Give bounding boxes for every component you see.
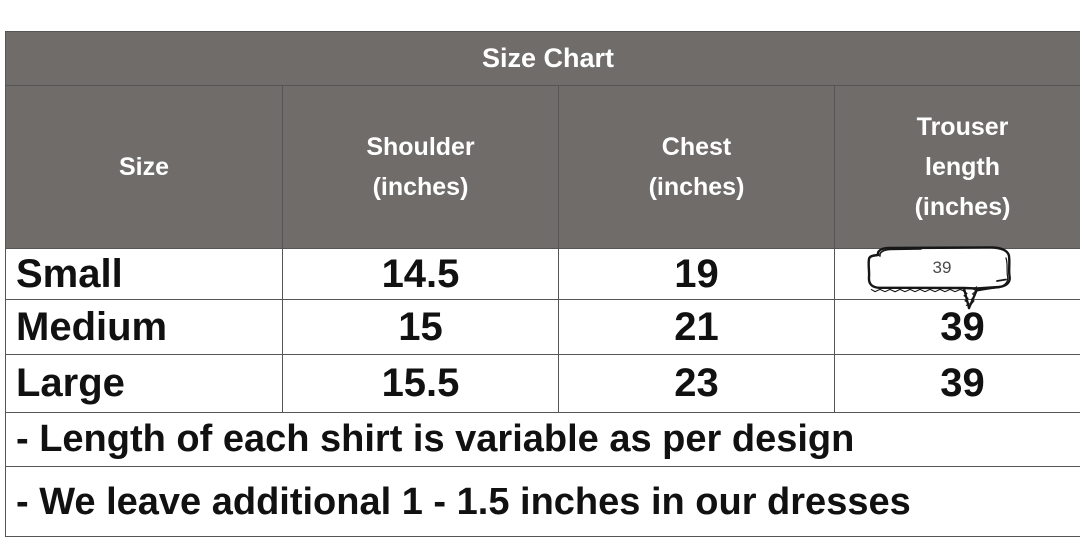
svg-text:39: 39 xyxy=(933,258,952,277)
